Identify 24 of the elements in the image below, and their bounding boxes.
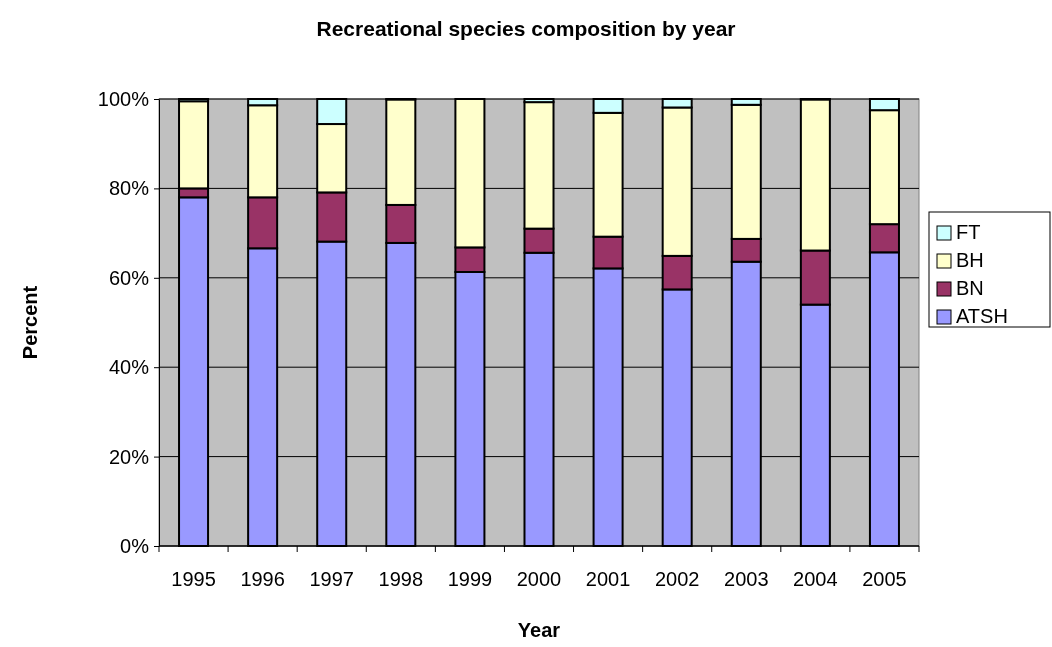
y-tick-label: 20% bbox=[108, 445, 150, 468]
x-tick-label: 2002 bbox=[654, 568, 700, 590]
x-tick-label: 2003 bbox=[724, 568, 769, 590]
y-axis-title: Percent bbox=[19, 285, 41, 360]
y-tick-label: 0% bbox=[120, 534, 150, 557]
legend-label: ATSH bbox=[956, 305, 1008, 327]
legend-label: BN bbox=[956, 277, 984, 299]
x-tick-label: 1998 bbox=[378, 568, 424, 590]
x-tick-label: 2000 bbox=[516, 568, 562, 590]
x-tick-label: 1997 bbox=[309, 568, 354, 590]
y-tick-label: 40% bbox=[108, 356, 150, 379]
x-tick-label: 1995 bbox=[171, 568, 216, 590]
legend-label: BH bbox=[956, 249, 984, 271]
x-tick-label: 2001 bbox=[585, 568, 631, 590]
x-tick-label: 1996 bbox=[240, 568, 285, 590]
y-tick-label: 80% bbox=[108, 177, 150, 200]
x-axis-title: Year bbox=[517, 619, 561, 641]
y-tick-label: 60% bbox=[108, 266, 150, 289]
x-tick-label: 1999 bbox=[447, 568, 493, 590]
legend-label: FT bbox=[956, 221, 981, 243]
x-tick-label: 2004 bbox=[793, 568, 838, 590]
y-tick-label: 100% bbox=[97, 87, 150, 110]
chart-title: Recreational species composition by year bbox=[316, 17, 736, 40]
x-tick-label: 2005 bbox=[862, 568, 907, 590]
